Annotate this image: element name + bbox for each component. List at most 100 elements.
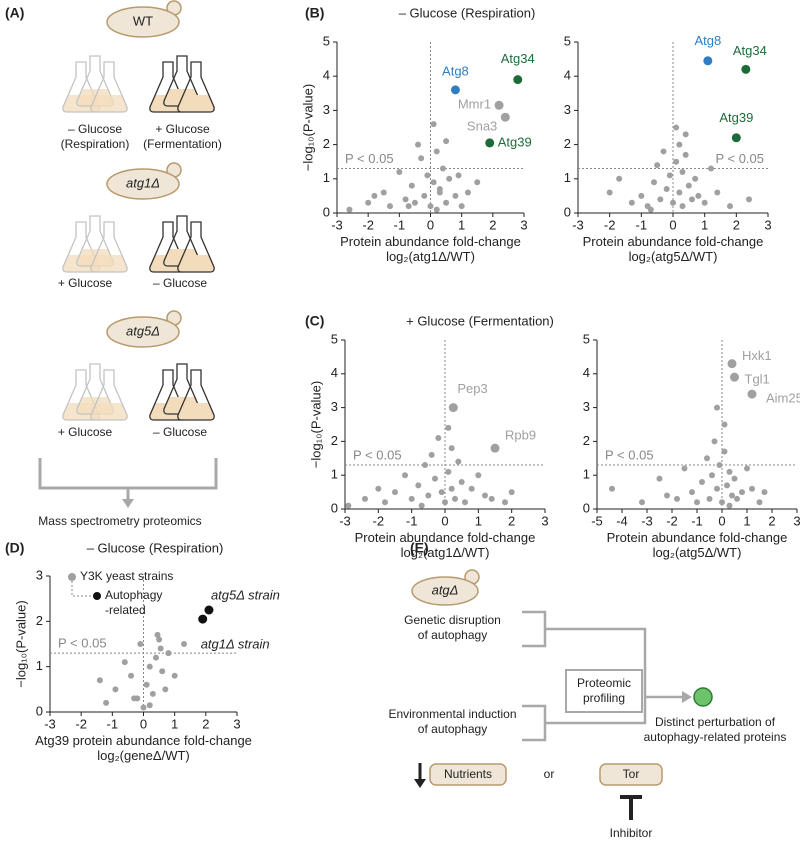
x-axis-title: Protein abundance fold-change log₂(atg1Δ… (354, 530, 536, 560)
y-tick-label: 4 (331, 365, 338, 380)
point (741, 64, 751, 74)
point (701, 199, 708, 206)
y-tick-label: 2 (36, 613, 43, 628)
point (674, 495, 680, 502)
y-tick-label: 2 (564, 136, 571, 151)
point (670, 199, 676, 206)
y-tick-label: 1 (36, 658, 43, 673)
point-label: Tgl1 (745, 372, 770, 387)
point-label: Hxk1 (742, 348, 772, 363)
point (439, 165, 446, 172)
threshold-label: P < 0.05 (605, 447, 654, 462)
point (421, 192, 428, 199)
x-tick-label: 3 (520, 217, 527, 232)
or-label: or (544, 767, 555, 781)
scatter-plot: 0 1 2 3 4 5 -3 -2 -1 0 1 2 3 P < 0.05 Atg8 Atg34 Atg39 Mm… (300, 5, 535, 232)
inhibitor-label: Inhibitor (610, 826, 653, 840)
y-tick-label: 2 (323, 136, 330, 151)
x-tick-label: 3 (541, 513, 548, 528)
x-tick-label: 0 (669, 217, 676, 232)
x-tick-label: -1 (691, 513, 703, 528)
point (709, 472, 715, 479)
point (128, 672, 135, 679)
point (664, 492, 670, 499)
environmental-label: Environmental induction of autophagy (388, 707, 517, 736)
point (628, 199, 635, 206)
x-tick-label: -3 (44, 716, 56, 731)
point (443, 199, 450, 206)
chart-title: – Glucose (Respiration) (399, 5, 536, 20)
threshold-label: P < 0.05 (353, 447, 402, 462)
point (386, 203, 393, 210)
point (415, 141, 422, 148)
condition-label: – Glucose (152, 276, 208, 290)
tor-label: Tor (623, 767, 640, 781)
point (681, 465, 688, 472)
point (112, 686, 119, 693)
point (468, 485, 475, 492)
x-axis-title: Protein abundance fold-change log₂(atg5Δ… (606, 530, 788, 560)
point (704, 455, 710, 462)
point (744, 465, 750, 472)
point (638, 192, 645, 199)
connector (522, 610, 684, 742)
point (402, 196, 409, 203)
y-tick-label: 4 (323, 68, 330, 83)
nutrients-box (429, 763, 507, 786)
y-tick-label: 0 (323, 204, 330, 219)
x-tick-label: 3 (764, 217, 771, 232)
point (749, 485, 755, 492)
point (747, 389, 757, 399)
point (432, 475, 438, 482)
x-axis-title: Protein abundance fold-change log₂(atg1Δ… (340, 234, 521, 264)
threshold-label: P < 0.05 (715, 151, 764, 166)
point (121, 659, 128, 666)
y-tick-label: 3 (583, 399, 590, 414)
x-tick-label: 2 (508, 513, 515, 528)
y-tick-label: 5 (583, 331, 590, 346)
x-tick-label: 1 (171, 716, 178, 731)
point (716, 462, 723, 469)
point (462, 499, 468, 506)
point (157, 645, 164, 652)
profiling-label: Proteomic profiling (576, 676, 632, 705)
point (450, 85, 460, 95)
x-tick-label: 2 (733, 217, 740, 232)
point (719, 499, 725, 506)
point (146, 663, 153, 670)
point (427, 203, 434, 210)
bracket (38, 458, 218, 500)
x-tick-label: 1 (701, 217, 708, 232)
point (371, 192, 378, 199)
legend-label: Y3K yeast strains (80, 569, 174, 583)
y-tick-label: 3 (331, 399, 338, 414)
panel-label: (B) (305, 5, 324, 21)
condition-label: + Glucose (Fermentation) (143, 122, 222, 151)
point (165, 650, 172, 657)
panel-label: (C) (305, 313, 324, 329)
point (448, 485, 455, 492)
point (198, 614, 208, 624)
flask-liquid (177, 255, 215, 272)
condition-label: + Glucose (57, 425, 113, 439)
x-tick-label: -4 (616, 513, 628, 528)
strain-oval: atgΔ (411, 569, 480, 606)
point (418, 155, 425, 162)
point (676, 189, 683, 196)
y-tick-label: 0 (36, 703, 43, 718)
point (152, 654, 159, 661)
point (726, 468, 733, 475)
x-tick-label: 0 (140, 716, 147, 731)
point-label: Rpb9 (505, 428, 536, 443)
point-label: Aim25 (766, 391, 800, 406)
point (689, 196, 695, 203)
point (714, 189, 721, 196)
flask (177, 61, 215, 113)
genetic-label: Genetic disruption of autophagy (404, 613, 501, 642)
x-tick-label: -1 (394, 217, 406, 232)
point (731, 475, 738, 482)
point (445, 424, 452, 431)
point (721, 421, 728, 428)
chart-title: – Glucose (Respiration) (87, 540, 224, 555)
point (452, 192, 459, 199)
